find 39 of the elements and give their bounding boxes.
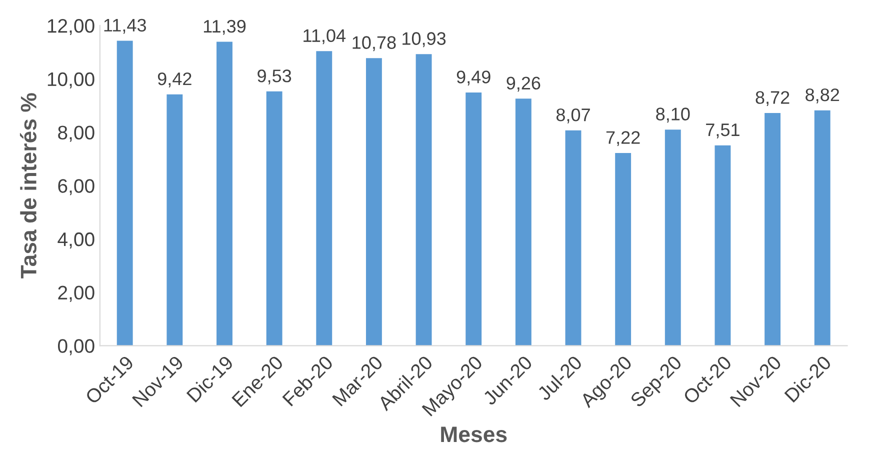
data-label: 7,51 [706,124,740,138]
data-label: 11,39 [204,20,246,35]
data-label: 7,22 [606,131,640,146]
bar [366,58,382,346]
data-label: 8,82 [806,88,840,104]
y-tick-label: 2,00 [58,286,94,302]
bar [116,40,133,346]
bar [166,94,183,346]
bar [814,110,830,346]
data-label: 11,04 [304,29,346,44]
y-tick-label: 4,00 [58,232,94,248]
y-tick-label: 0,00 [58,339,94,356]
data-label: 8,10 [656,108,690,123]
data-label: 8,07 [556,108,590,124]
y-tick-label: 6,00 [58,179,94,196]
bar [664,130,681,346]
data-label: 9,26 [506,76,540,92]
data-label: 8,72 [756,91,790,106]
bar [714,145,731,346]
data-label: 11,43 [104,18,146,34]
y-tick-label: 12,00 [48,18,94,36]
data-label: 9,49 [456,70,490,86]
bar [216,42,232,346]
bar [615,153,632,346]
bar [565,130,582,346]
data-label: 9,53 [258,70,292,84]
data-label: 10,78 [352,36,396,52]
y-axis-title: Tasa de interés % [20,93,36,278]
data-label: 10,93 [402,32,446,48]
bar [316,51,332,346]
bar [764,113,781,346]
x-axis-title: Meses [441,426,507,442]
bar [266,91,282,346]
y-tick-label: 8,00 [58,126,94,142]
y-tick-label: 10,00 [48,72,94,88]
bar [515,98,532,346]
data-label: 9,42 [158,72,192,88]
bar [416,54,432,346]
bar [466,92,482,346]
